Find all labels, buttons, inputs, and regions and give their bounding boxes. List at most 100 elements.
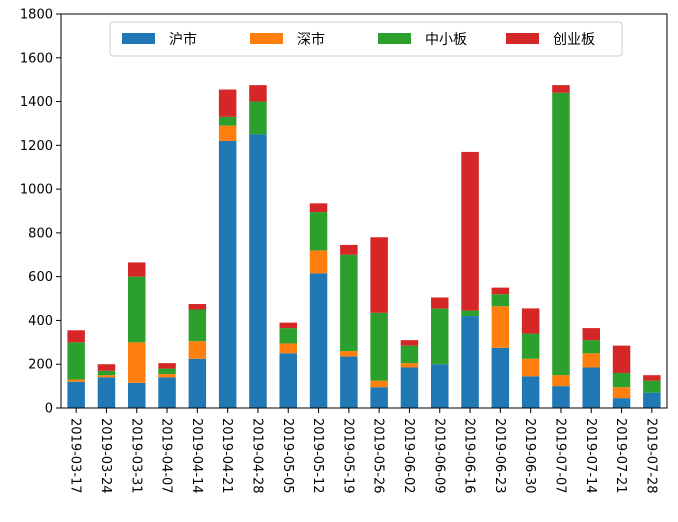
y-axis: 0 200 400 600 800 1000 1200 1400 1600 1800 [20,8,61,417]
bar-2019-07-07-series-3 [552,85,570,93]
bar-2019-03-24-series-1 [97,375,116,378]
bar-2019-05-19-series-3 [340,244,358,255]
y-tick-label: 1000 [20,183,53,198]
x-tick-label: 2019-03-24 [98,418,113,494]
legend-swatch-1 [250,33,283,44]
bar-2019-03-17-series-0 [67,381,85,408]
x-tick-label: 2019-04-28 [249,418,264,494]
bar-2019-03-24-series-0 [97,377,116,408]
bar-2019-05-05-series-1 [279,343,297,354]
bar-2019-05-05-series-2 [279,328,297,344]
plot-frame [60,13,668,409]
bar-2019-06-30-series-3 [521,308,540,334]
bar-2019-06-02-series-1 [400,363,419,368]
bar-2019-05-26-series-2 [370,312,388,381]
bar-2019-04-07-series-1 [158,374,176,378]
bar-2019-06-02-series-2 [400,345,419,364]
bar-2019-06-23-series-1 [491,306,510,348]
x-tick-label: 2019-06-02 [401,418,416,494]
bar-2019-05-05-series-0 [279,353,297,408]
bar-2019-03-31-series-1 [128,342,146,383]
bar-2019-07-21-series-0 [612,398,631,408]
bar-2019-04-14-series-3 [188,304,207,310]
bar-2019-06-30-series-2 [521,333,540,359]
bar-2019-07-28-series-3 [643,375,661,381]
x-tick-label: 2019-06-09 [431,418,446,494]
bar-2019-06-23-series-3 [491,287,510,295]
bar-2019-03-31-series-2 [128,276,146,343]
bar-2019-06-16-series-0 [461,316,479,408]
bar-2019-03-24-series-2 [97,370,116,376]
x-tick-label: 2019-06-23 [492,418,507,494]
bar-2019-05-12-series-3 [309,203,328,213]
y-tick-label: 1800 [20,8,53,23]
y-tick-label: 600 [28,270,53,285]
legend-swatch-3 [506,33,539,44]
bar-2019-07-14-series-2 [582,340,600,354]
bar-2019-06-30-series-0 [521,376,540,408]
bar-2019-03-17-series-3 [67,330,85,343]
bar-2019-05-12-series-0 [309,273,328,408]
x-tick-label: 2019-03-17 [68,418,83,494]
y-tick-label: 1400 [20,95,53,110]
x-tick-label: 2019-03-31 [128,418,143,494]
bar-2019-07-21-series-2 [612,372,631,388]
x-tick-label: 2019-07-14 [583,418,598,494]
x-tick-label: 2019-05-26 [371,418,386,494]
bar-2019-03-17-series-2 [67,342,85,380]
bar-2019-04-21-series-3 [218,89,237,117]
legend-label-1: 深市 [297,31,325,48]
bar-2019-04-21-series-1 [218,125,237,141]
bar-2019-04-07-series-0 [158,377,176,408]
bar-2019-03-24-series-3 [97,364,116,371]
bar-2019-04-14-series-2 [188,309,207,342]
bar-2019-07-21-series-3 [612,345,631,373]
bar-2019-04-07-series-2 [158,368,176,375]
bar-2019-03-31-series-3 [128,262,146,277]
bar-2019-06-30-series-1 [521,358,540,377]
bar-2019-07-14-series-3 [582,328,600,341]
y-tick-label: 800 [28,226,53,241]
bar-2019-05-26-series-3 [370,237,388,313]
bar-2019-06-23-series-2 [491,294,510,307]
bar-2019-07-28-series-2 [643,380,661,393]
y-tick-label: 400 [28,314,53,329]
bars-layer [67,85,661,408]
bar-2019-05-12-series-1 [309,250,328,274]
bar-2019-07-14-series-1 [582,353,600,368]
bar-2019-05-19-series-1 [340,351,358,357]
bar-2019-06-09-series-0 [431,364,449,408]
y-tick-label: 1600 [20,51,53,66]
x-tick-label: 2019-05-19 [340,418,355,494]
x-tick-label: 2019-05-05 [280,418,295,494]
x-tick-label: 2019-04-14 [189,418,204,494]
x-tick-label: 2019-04-21 [219,418,234,494]
x-axis: 2019-03-17 2019-03-24 2019-03-31 2019-04-07… [68,408,658,494]
legend-label-0: 沪市 [169,31,197,48]
x-tick-label: 2019-07-07 [552,418,567,494]
bar-2019-04-28-series-0 [249,134,267,408]
y-tick-label: 0 [45,402,53,417]
legend: 沪市 深市 中小板 创业板 [109,21,623,57]
bar-2019-06-16-series-3 [461,151,479,311]
bar-2019-07-07-series-0 [552,386,570,408]
legend-label-2: 中小板 [425,32,467,48]
x-tick-label: 2019-07-28 [643,418,658,494]
bar-2019-03-17-series-1 [67,379,85,382]
bar-2019-05-19-series-0 [340,356,358,408]
bar-2019-07-21-series-1 [612,387,631,399]
bar-2019-04-21-series-0 [218,140,237,408]
bar-2019-06-09-series-2 [431,308,449,365]
legend-label-3: 创业板 [553,32,595,48]
bar-2019-06-09-series-3 [431,297,449,309]
bar-2019-05-12-series-2 [309,212,328,251]
x-tick-label: 2019-06-16 [462,418,477,494]
y-tick-label: 1200 [20,139,53,154]
bar-2019-07-14-series-0 [582,367,600,408]
bar-2019-06-02-series-0 [400,367,419,408]
bar-2019-07-07-series-2 [552,92,570,376]
legend-swatch-2 [378,33,411,44]
bar-2019-05-05-series-3 [279,322,297,329]
bar-2019-06-16-series-2 [461,310,479,317]
